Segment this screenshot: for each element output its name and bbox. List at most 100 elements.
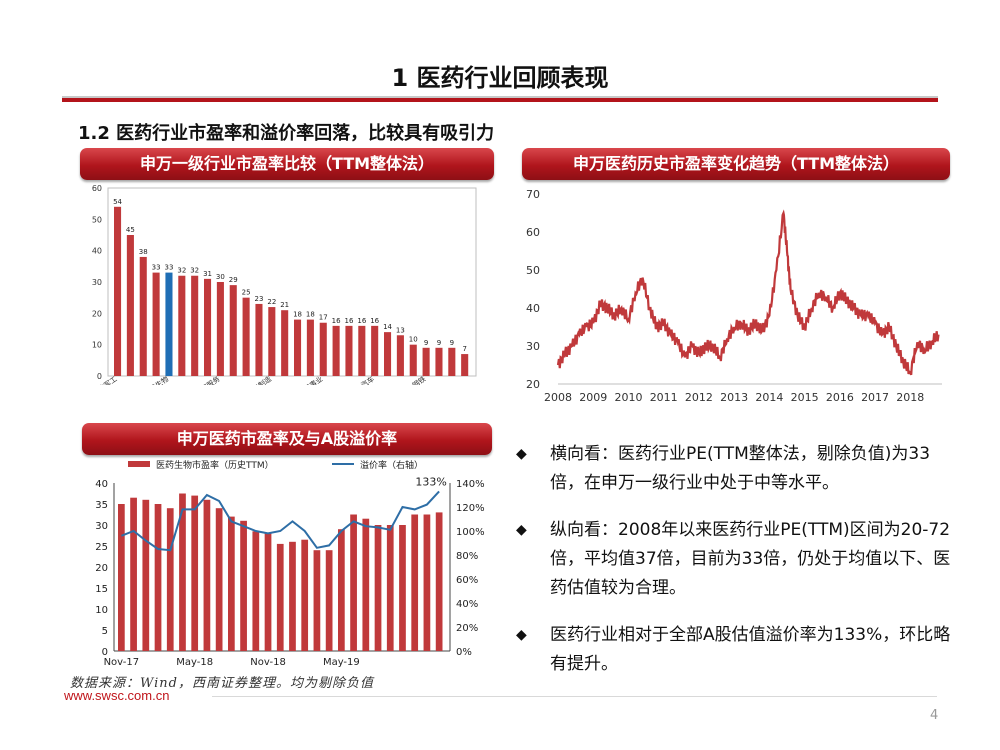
footer-divider xyxy=(212,696,937,697)
pe-bar xyxy=(166,508,174,651)
x-tick-label: 2017 xyxy=(861,391,889,404)
pe-bar xyxy=(142,499,150,651)
bar xyxy=(396,335,404,376)
title-divider xyxy=(62,96,938,102)
bar-value-label: 9 xyxy=(450,339,454,347)
bar xyxy=(435,347,443,376)
bar-value-label: 16 xyxy=(345,317,354,325)
bar-value-label: 29 xyxy=(229,276,238,284)
pe-bar xyxy=(240,520,247,651)
pe-bar xyxy=(423,514,431,651)
pe-bar xyxy=(276,543,284,651)
y-tick-label: 40 xyxy=(526,302,540,315)
y-tick-label: 20 xyxy=(526,378,540,391)
bar-value-label: 21 xyxy=(280,301,289,309)
bullet-item: ◆ 纵向看：2008年以来医药行业PE(TTM)区间为20-72倍，平均值37倍… xyxy=(516,516,956,603)
pe-bar xyxy=(118,504,125,651)
bar-value-label: 31 xyxy=(203,270,212,278)
bar xyxy=(345,325,353,376)
bar xyxy=(204,278,212,376)
bar-value-label: 18 xyxy=(293,311,302,319)
website-link[interactable]: www.swsc.com.cn xyxy=(64,688,170,703)
pe-bar xyxy=(301,539,309,651)
pe-bar xyxy=(313,550,321,651)
pe-bar xyxy=(154,504,162,651)
legend-bar-swatch xyxy=(128,461,150,467)
pe-bar xyxy=(179,493,186,651)
x-tick-label: 2016 xyxy=(826,391,854,404)
x-tick-label: Nov-18 xyxy=(250,657,286,668)
y-right-tick-label: 40% xyxy=(456,599,478,610)
pe-bar xyxy=(130,497,137,651)
bullet-item: ◆ 横向看：医药行业PE(TTM整体法，剔除负值)为33倍，在申万一级行业中处于… xyxy=(516,440,956,498)
y-right-tick-label: 100% xyxy=(456,527,485,538)
y-tick-label: 50 xyxy=(526,264,540,277)
bar xyxy=(229,285,237,376)
x-tick-label: 2011 xyxy=(650,391,678,404)
bar xyxy=(281,310,289,376)
section-subtitle: 1.2 医药行业市盈率和溢价率回落，比较具有吸引力 xyxy=(78,123,495,144)
bar-value-label: 38 xyxy=(139,248,148,256)
page-number: 4 xyxy=(930,708,939,723)
chart1-banner: 申万一级行业市盈率比较（TTM整体法） xyxy=(80,148,494,180)
pe-bar xyxy=(399,525,406,651)
y-left-tick-label: 0 xyxy=(102,647,108,658)
bullet-text: 纵向看：2008年以来医药行业PE(TTM)区间为20-72倍，平均值37倍，目… xyxy=(550,520,951,598)
x-tick-label: Nov-17 xyxy=(104,657,140,668)
premium-chart-container: 医药生物市盈率（历史TTM） 溢价率（右轴） 0 5 10 15 20 25 30 35 40 0% 2… xyxy=(82,455,492,670)
legend-line-label: 溢价率（右轴） xyxy=(360,459,423,471)
bar-value-label: 17 xyxy=(319,314,328,322)
y-left-tick-label: 30 xyxy=(95,521,108,532)
bar-value-label: 13 xyxy=(396,326,405,334)
bar xyxy=(358,325,366,376)
diamond-bullet-icon: ◆ xyxy=(516,446,527,462)
y-left-tick-label: 10 xyxy=(95,605,108,616)
bar-value-label: 32 xyxy=(177,267,186,275)
y-left-tick-label: 25 xyxy=(95,542,108,553)
bar xyxy=(152,272,160,376)
bar-value-label: 54 xyxy=(113,198,122,206)
bullet-text: 横向看：医药行业PE(TTM整体法，剔除负值)为33倍，在申万一级行业中处于中等… xyxy=(550,444,931,493)
pe-bar xyxy=(252,531,260,651)
pe-bar xyxy=(228,516,235,651)
bar-value-label: 10 xyxy=(409,336,418,344)
pe-bar xyxy=(338,529,345,651)
y-tick-label: 0 xyxy=(97,372,102,381)
diamond-bullet-icon: ◆ xyxy=(516,627,527,643)
premium-line xyxy=(121,490,440,552)
bar xyxy=(332,325,340,376)
y-tick-label: 60 xyxy=(526,226,540,239)
pe-bar xyxy=(325,550,333,651)
pe-bar xyxy=(386,525,394,651)
bar xyxy=(409,344,417,376)
x-tick-label: 2012 xyxy=(685,391,713,404)
pe-history-line xyxy=(556,209,940,376)
y-right-tick-label: 80% xyxy=(456,551,478,562)
y-left-tick-label: 20 xyxy=(95,563,108,574)
bullet-text: 医药行业相对于全部A股估值溢价率为133%，环比略有提升。 xyxy=(550,625,951,674)
x-tick-label: 2015 xyxy=(791,391,819,404)
bar-value-label: 25 xyxy=(242,289,251,297)
x-tick-label: May-19 xyxy=(323,657,360,668)
bar xyxy=(319,322,327,376)
y-right-tick-label: 120% xyxy=(456,503,485,514)
pe-bar xyxy=(411,514,419,651)
pe-bar xyxy=(203,499,211,651)
bar-value-label: 32 xyxy=(190,267,199,275)
bar xyxy=(461,354,469,376)
plot-frame xyxy=(107,187,477,377)
y-tick-label: 60 xyxy=(92,184,102,193)
pe-bar xyxy=(289,541,296,651)
bar xyxy=(216,282,224,376)
y-left-tick-label: 40 xyxy=(95,479,108,490)
y-tick-label: 20 xyxy=(92,309,102,318)
bar xyxy=(126,235,134,376)
x-tick-label: 2018 xyxy=(896,391,924,404)
y-right-tick-label: 20% xyxy=(456,623,478,634)
pe-bar xyxy=(362,518,370,651)
bar-value-label: 45 xyxy=(126,226,135,234)
bar-value-label: 9 xyxy=(437,339,441,347)
premium-chart: 医药生物市盈率（历史TTM） 溢价率（右轴） 0 5 10 15 20 25 30 35 40 0% 2… xyxy=(95,459,485,668)
